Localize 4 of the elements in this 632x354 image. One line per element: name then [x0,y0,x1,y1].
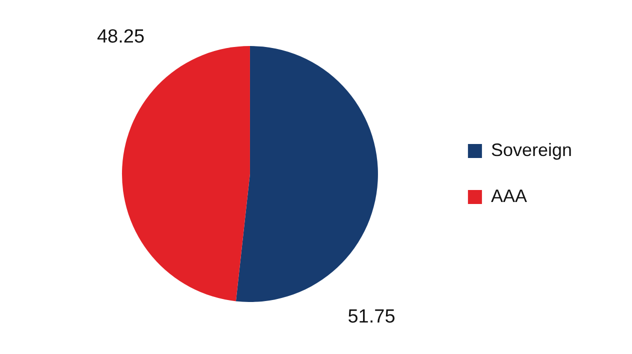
legend-label: Sovereign [490,140,572,160]
legend-label: AAA [490,186,527,206]
data-label: 51.75 [348,306,396,328]
data-label: 48.25 [96,26,145,48]
